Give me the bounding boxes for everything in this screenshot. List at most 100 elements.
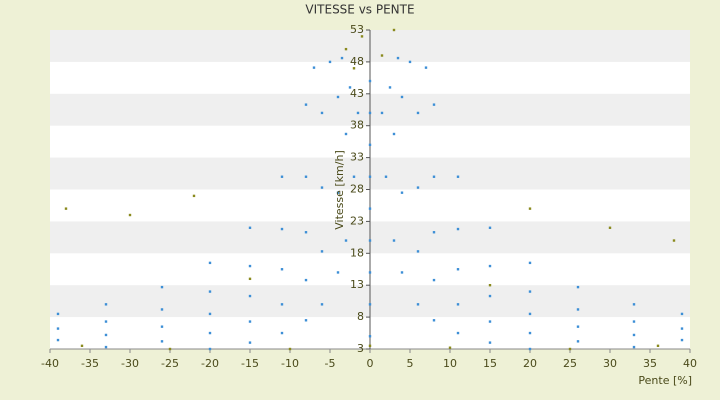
- point: [416, 303, 420, 306]
- point: [528, 331, 532, 335]
- point: [160, 285, 164, 289]
- point: [104, 333, 108, 337]
- point: [456, 303, 460, 306]
- x-tick-label: -15: [241, 357, 259, 370]
- point: [356, 111, 360, 115]
- point: [368, 239, 372, 242]
- point: [160, 308, 164, 311]
- x-tick-label: 20: [523, 357, 537, 370]
- point: [56, 312, 60, 316]
- point: [104, 320, 108, 323]
- point: [248, 320, 252, 323]
- y-tick-label: 3: [357, 342, 364, 355]
- y-tick-label: 18: [350, 246, 364, 259]
- point: [80, 344, 84, 348]
- point: [432, 175, 436, 178]
- point: [288, 347, 292, 351]
- y-tick-label: 28: [350, 183, 364, 196]
- point: [320, 111, 324, 115]
- point: [488, 320, 492, 323]
- x-tick-label: 10: [443, 357, 457, 370]
- point: [380, 54, 384, 57]
- point: [160, 325, 164, 328]
- point: [416, 250, 420, 253]
- point: [680, 327, 684, 330]
- point: [528, 261, 532, 265]
- point: [208, 261, 212, 265]
- x-tick-label: -25: [161, 357, 179, 370]
- point: [208, 290, 212, 293]
- point: [336, 191, 340, 194]
- x-tick-label: 5: [407, 357, 414, 370]
- point: [528, 312, 532, 316]
- point: [368, 271, 372, 274]
- y-tick-label: 23: [350, 214, 364, 227]
- point: [680, 312, 684, 316]
- point: [56, 338, 60, 342]
- point: [280, 175, 284, 178]
- point: [392, 132, 396, 136]
- point: [320, 250, 324, 253]
- point: [528, 290, 532, 293]
- point: [56, 327, 60, 330]
- point: [432, 103, 436, 106]
- point: [608, 226, 612, 229]
- point: [280, 268, 284, 271]
- point: [368, 207, 372, 210]
- point: [160, 340, 164, 343]
- point: [192, 194, 196, 198]
- point: [340, 56, 344, 60]
- point: [488, 284, 492, 287]
- point: [248, 294, 252, 298]
- x-tick-label: -30: [121, 357, 139, 370]
- point: [368, 344, 372, 348]
- point: [248, 226, 252, 229]
- point: [400, 95, 404, 99]
- y-tick-label: 48: [350, 55, 364, 68]
- point: [632, 333, 636, 337]
- point: [280, 331, 284, 335]
- point: [488, 264, 492, 268]
- x-tick-label: -5: [325, 357, 336, 370]
- point: [632, 345, 636, 349]
- point: [416, 186, 420, 189]
- x-tick-label: 25: [563, 357, 577, 370]
- point: [248, 264, 252, 268]
- point: [388, 86, 392, 89]
- point: [432, 231, 436, 234]
- y-tick-label: 13: [350, 278, 364, 291]
- x-tick-label: -10: [281, 357, 299, 370]
- point: [344, 47, 348, 51]
- chart-title: VITESSE vs PENTE: [305, 3, 414, 17]
- point: [368, 111, 372, 115]
- point: [344, 132, 348, 136]
- point: [312, 66, 316, 69]
- point: [456, 175, 460, 178]
- point: [320, 186, 324, 189]
- point: [456, 227, 460, 231]
- point: [488, 341, 492, 344]
- point: [432, 319, 436, 322]
- point: [360, 35, 364, 38]
- point: [344, 239, 348, 242]
- point: [488, 226, 492, 229]
- x-tick-label: -20: [201, 357, 219, 370]
- point: [328, 60, 332, 64]
- point: [104, 303, 108, 306]
- point: [448, 346, 452, 349]
- x-tick-label: -35: [81, 357, 99, 370]
- point: [280, 303, 284, 306]
- x-tick-label: 0: [367, 357, 374, 370]
- point: [576, 308, 580, 311]
- point: [424, 66, 428, 69]
- point: [368, 303, 372, 306]
- point: [528, 207, 532, 210]
- point: [64, 207, 68, 210]
- point: [368, 175, 372, 178]
- point: [432, 278, 436, 282]
- point: [576, 285, 580, 289]
- point: [304, 175, 308, 178]
- point: [208, 347, 212, 351]
- point: [320, 303, 324, 306]
